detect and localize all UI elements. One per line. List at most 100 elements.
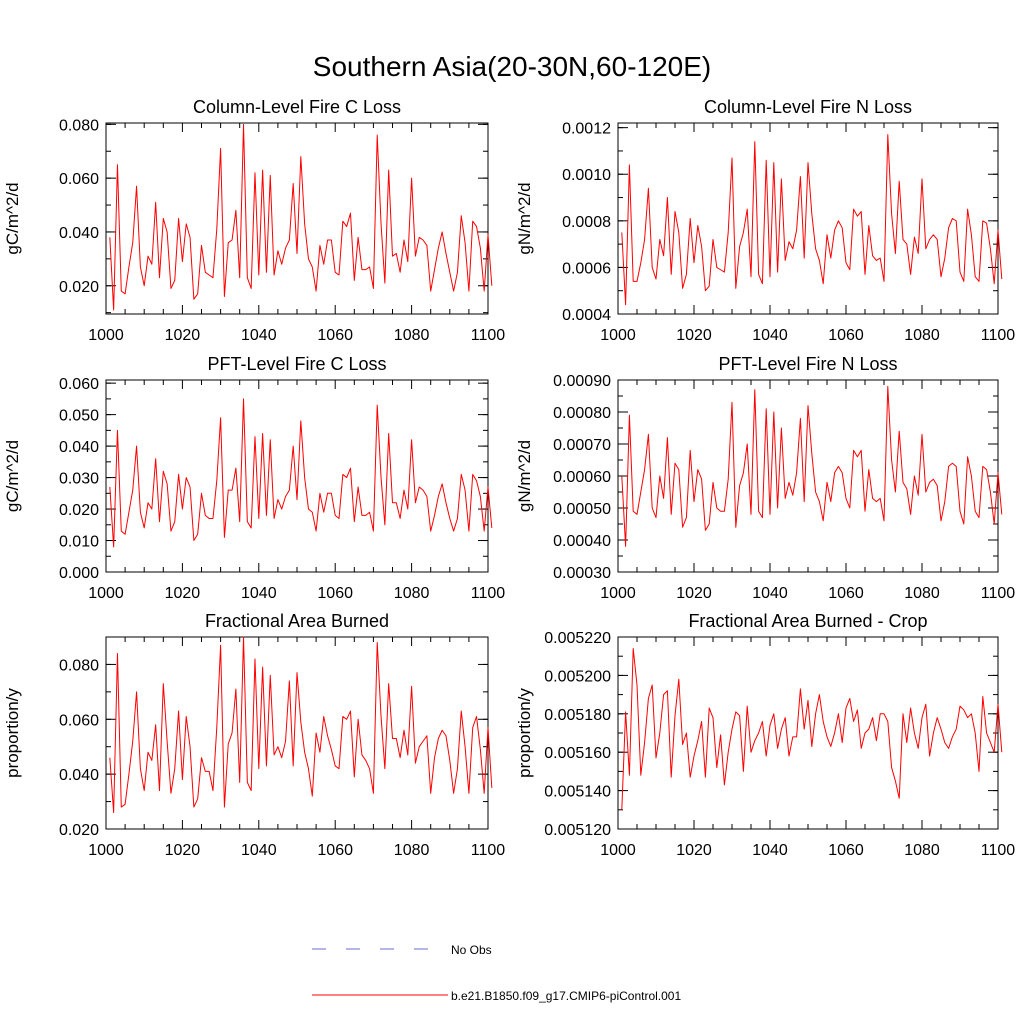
y-axis-label: proportion/y [515,688,534,778]
x-tick-label: 1060 [317,842,353,859]
panel-title: PFT-Level Fire C Loss [207,354,386,374]
series-line [109,636,493,814]
y-axis-label: proportion/y [3,688,22,778]
x-tick-label: 1040 [752,327,788,344]
y-tick-label: 0.0008 [562,214,611,231]
series-line [621,648,1003,810]
x-tick-label: 1060 [828,327,864,344]
y-tick-label: 0.005140 [544,784,611,801]
panel-title: Column-Level Fire C Loss [193,97,401,117]
x-tick-label: 1060 [317,585,353,602]
panel-title: Fractional Area Burned [205,611,389,631]
x-tick-label: 1080 [394,585,430,602]
x-tick-label: 1000 [600,585,636,602]
panel-5: Fractional Area Burned proportion/y 1000 10… [3,611,505,859]
y-tick-label: 0.00060 [553,469,611,486]
x-tick-label: 1040 [752,585,788,602]
y-tick-label: 0.00090 [553,373,611,390]
panel-4: PFT-Level Fire N Loss gN/m^2/d 1000 1020 104… [515,354,1015,602]
x-tick-label: 1040 [241,327,277,344]
y-tick-label: 0.00050 [553,501,611,518]
y-tick-label: 0.00070 [553,437,611,454]
y-tick-label: 0.00080 [553,405,611,422]
legend-label-model: b.e21.B1850.f09_g17.CMIP6-piControl.001 [451,989,681,1003]
legend: No Obs b.e21.B1850.f09_g17.CMIP6-piContr… [312,943,681,1003]
x-tick-label: 1080 [904,585,940,602]
y-tick-label: 0.005200 [544,668,611,685]
panel-1: Column-Level Fire C Loss gC/m^2/d 1000 1020… [3,97,505,344]
x-tick-label: 1100 [471,585,506,602]
y-axis-label: gN/m^2/d [515,440,534,512]
y-tick-label: 0.060 [59,376,99,393]
x-tick-label: 1020 [165,327,201,344]
x-tick-label: 1020 [676,327,712,344]
x-tick-label: 1100 [471,327,506,344]
y-tick-label: 0.040 [59,439,99,456]
panel-title: PFT-Level Fire N Loss [718,354,897,374]
y-tick-label: 0.040 [59,225,99,242]
y-tick-label: 0.0004 [562,307,611,324]
y-tick-label: 0.020 [59,822,99,839]
y-tick-label: 0.040 [59,767,99,784]
y-tick-label: 0.060 [59,712,99,729]
series-line [109,123,493,311]
figure-title: Southern Asia(20-30N,60-120E) [313,51,711,82]
x-tick-label: 1080 [904,842,940,859]
y-tick-label: 0.005220 [544,630,611,647]
y-tick-label: 0.00040 [553,533,611,550]
x-tick-label: 1060 [828,842,864,859]
panel-6: Fractional Area Burned - Crop proportion/… [515,611,1015,859]
x-tick-label: 1020 [676,842,712,859]
x-tick-label: 1080 [394,327,430,344]
panel-title: Fractional Area Burned - Crop [688,611,927,631]
y-tick-label: 0.020 [59,279,99,296]
y-axis-label: gC/m^2/d [3,182,22,254]
y-tick-label: 0.030 [59,471,99,488]
y-tick-label: 0.000 [59,565,99,582]
x-tick-label: 1020 [165,585,201,602]
x-tick-label: 1080 [904,327,940,344]
x-tick-label: 1020 [165,842,201,859]
x-tick-label: 1100 [981,842,1016,859]
x-tick-label: 1100 [981,327,1016,344]
y-tick-label: 0.0010 [562,167,611,184]
y-tick-label: 0.050 [59,408,99,425]
series-line [621,385,1003,547]
y-tick-label: 0.0012 [562,121,611,138]
y-tick-label: 0.00030 [553,565,611,582]
y-tick-label: 0.080 [59,117,99,134]
x-tick-label: 1040 [241,585,277,602]
y-tick-label: 0.005120 [544,822,611,839]
y-tick-label: 0.020 [59,502,99,519]
x-tick-label: 1100 [981,585,1016,602]
x-tick-label: 1000 [600,327,636,344]
series-line [621,134,1003,306]
y-axis-label: gC/m^2/d [3,440,22,512]
panel-2: Column-Level Fire N Loss gN/m^2/d 1000 1020… [515,97,1015,344]
panels: Column-Level Fire C Loss gC/m^2/d 1000 1020… [3,97,1015,859]
y-tick-label: 0.0006 [562,260,611,277]
panel-title: Column-Level Fire N Loss [704,97,912,117]
series-line [109,398,493,548]
x-tick-label: 1040 [241,842,277,859]
y-tick-label: 0.005160 [544,745,611,762]
y-tick-label: 0.080 [59,657,99,674]
y-tick-label: 0.060 [59,171,99,188]
x-tick-label: 1000 [88,842,124,859]
y-tick-label: 0.005180 [544,707,611,724]
x-tick-label: 1060 [317,327,353,344]
x-tick-label: 1040 [752,842,788,859]
x-tick-label: 1060 [828,585,864,602]
x-tick-label: 1000 [88,585,124,602]
y-axis-label: gN/m^2/d [515,182,534,254]
y-tick-label: 0.010 [59,534,99,551]
panel-3: PFT-Level Fire C Loss gC/m^2/d 1000 1020 104… [3,354,505,602]
x-tick-label: 1000 [600,842,636,859]
x-tick-label: 1020 [676,585,712,602]
x-tick-label: 1100 [471,842,506,859]
x-tick-label: 1080 [394,842,430,859]
x-tick-label: 1000 [88,327,124,344]
legend-label-no-obs: No Obs [451,943,492,957]
